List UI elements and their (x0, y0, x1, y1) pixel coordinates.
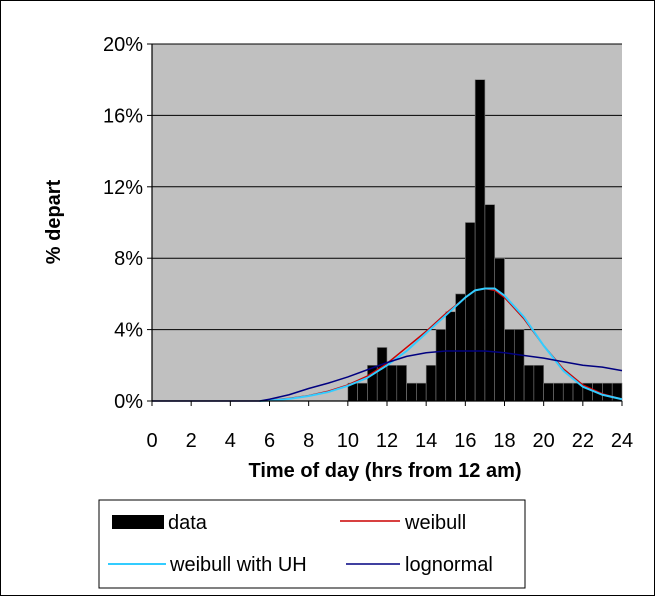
y-tick-label: 16% (103, 105, 143, 127)
legend-label-weibull-uh: weibull with UH (169, 554, 307, 576)
x-tick-label: 12 (376, 430, 398, 452)
y-tick-labels: 0% 4% 8% 12% 16% 20% (103, 34, 143, 413)
data-bar (513, 329, 525, 402)
x-tick-label: 10 (337, 430, 359, 452)
y-tick-label: 0% (114, 391, 143, 413)
data-bar (425, 364, 437, 402)
legend-label-lognormal: lognormal (405, 554, 493, 576)
x-tick-label: 16 (454, 430, 476, 452)
x-tick-label: 8 (303, 430, 314, 452)
data-bar (523, 364, 535, 402)
data-bar (504, 329, 515, 402)
data-bar (416, 382, 427, 402)
x-tick-label: 22 (572, 430, 594, 452)
x-tick-label: 6 (264, 430, 275, 452)
data-bar (455, 293, 466, 402)
series-line-lognormal (152, 350, 623, 402)
legend-label-data: data (168, 512, 208, 534)
x-axis-title: Time of day (hrs from 12 am) (248, 460, 521, 482)
data-bar (602, 382, 613, 402)
y-tick-label: 4% (114, 320, 143, 342)
legend-swatch-data (112, 515, 164, 529)
data-bar (484, 204, 496, 402)
y-axis-title: % depart (43, 179, 65, 264)
legend: data weibull weibull with UH lognormal (98, 499, 526, 589)
data-bar (553, 382, 564, 402)
y-tick-label: 12% (103, 177, 143, 199)
data-bar (543, 382, 554, 402)
data-bar (386, 364, 398, 402)
y-tick-label: 20% (103, 34, 143, 56)
x-tick-label: 14 (415, 430, 437, 452)
y-tick-label: 8% (114, 248, 143, 270)
x-tick-label: 20 (533, 430, 555, 452)
plot-background (152, 44, 622, 401)
x-tick-label: 24 (611, 430, 633, 452)
data-bar (562, 382, 574, 402)
data-bar (474, 79, 486, 402)
plot-area (147, 43, 623, 406)
data-bar (445, 311, 456, 402)
x-tick-label: 2 (186, 430, 197, 452)
data-bar (396, 364, 407, 402)
data-bar (435, 329, 447, 402)
data-bar (376, 347, 388, 402)
data-bar (494, 257, 505, 402)
legend-box (98, 499, 526, 589)
data-bar (406, 382, 417, 402)
legend-label-weibull: weibull (404, 512, 466, 534)
data-bar (533, 364, 544, 402)
data-bar (465, 222, 476, 402)
x-tick-labels: 0 2 4 6 8 10 12 14 16 18 20 22 24 (146, 430, 633, 452)
x-tick-label: 4 (225, 430, 236, 452)
x-tick-label: 18 (493, 430, 515, 452)
data-bar (357, 382, 368, 402)
series-line-weibull-with-uh (259, 287, 623, 402)
x-tick-label: 0 (146, 430, 157, 452)
